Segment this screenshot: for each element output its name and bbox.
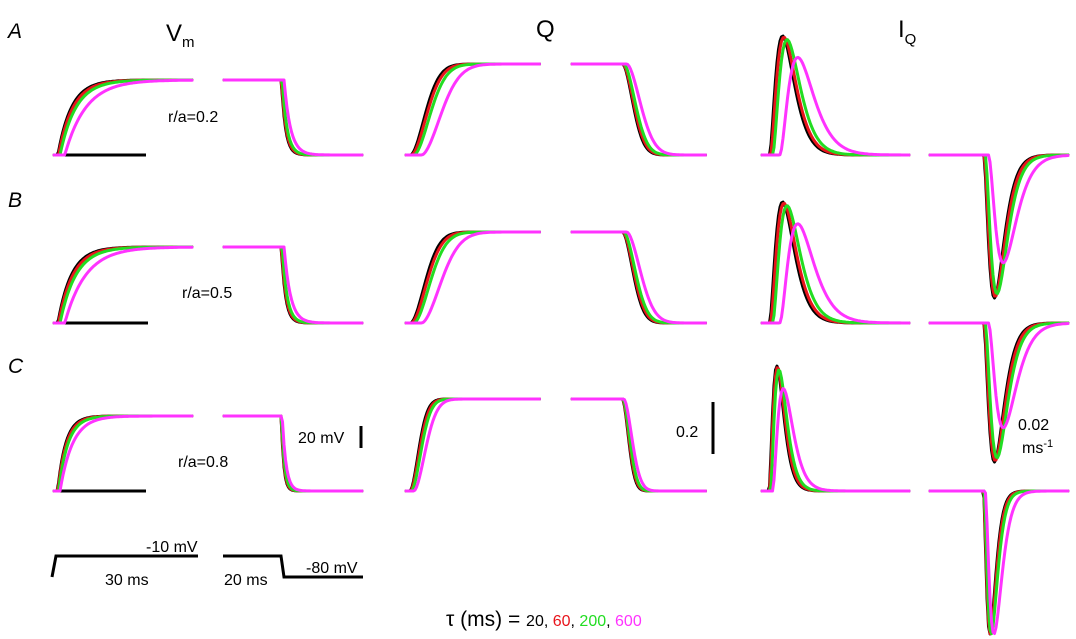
q-on-trace-tau-20-b (404, 230, 541, 325)
q-heading: Q (536, 16, 555, 43)
iq-on-trace-tau-20-c (760, 364, 911, 493)
ratio-label-b: r/a=0.5 (182, 285, 232, 302)
vm-off-trace-tau-600-a (222, 78, 364, 157)
iq-off-trace-tau-600-b (928, 321, 1070, 430)
iq-off-trace-tau-60-a (928, 153, 1070, 298)
q-scale-label: 0.2 (676, 424, 698, 441)
iq-on-trace-tau-600-c (760, 387, 911, 493)
legend-value-600: 600 (615, 613, 642, 630)
q-on-trace-tau-600-b (404, 230, 541, 325)
vm-off-trace-tau-200-c (222, 414, 364, 493)
legend: τ (ms) = 20, 60, 200, 600 (446, 608, 642, 631)
iq-heading: IQ (898, 16, 916, 48)
q-off-trace-tau-200-b (570, 230, 707, 325)
vm-off-trace-tau-200-a (222, 78, 364, 157)
ratio-label-a: r/a=0.2 (168, 109, 218, 126)
legend-value-200: 200 (579, 613, 606, 630)
protocol-gap-duration: 20 ms (224, 572, 268, 589)
vm-off-trace-tau-60-c (222, 414, 364, 493)
protocol-step-label: -10 mV (146, 539, 198, 556)
q-off-trace-tau-600-c (570, 397, 707, 493)
q-off-trace-tau-20-a (570, 62, 707, 157)
q-on-trace-tau-600-a (404, 62, 541, 157)
q-off-trace-tau-20-b (570, 230, 707, 325)
q-off-trace-tau-60-b (570, 230, 707, 325)
vm-on-trace-tau-600-a (52, 78, 194, 157)
vm-off-trace-tau-60-b (222, 245, 364, 325)
panel-letter-b: B (8, 189, 22, 212)
vm-on-trace-tau-60-b (52, 245, 194, 325)
iq-scale-value: 0.02 (1018, 417, 1049, 434)
vm-off-trace-tau-20-a (222, 78, 364, 157)
q-on-trace-tau-600-c (404, 397, 541, 493)
iq-on-trace-tau-600-b (760, 222, 911, 325)
vm-on-trace-tau-600-b (52, 245, 194, 325)
vm-off-trace-tau-20-b (222, 245, 364, 325)
iq-on-trace-tau-600-a (760, 55, 911, 157)
legend-prefix: τ (ms) = (446, 608, 526, 631)
q-off-trace-tau-600-a (570, 62, 707, 157)
protocol-hold-label: -80 mV (306, 560, 358, 577)
iq-off-trace-tau-600-c (928, 489, 1070, 635)
protocol-step-duration: 30 ms (105, 572, 149, 589)
q-on-trace-tau-20-a (404, 62, 541, 157)
vm-heading: Vm (166, 20, 195, 51)
vm-on-trace-tau-20-b (52, 245, 194, 325)
vm-off-trace-tau-600-b (222, 245, 364, 325)
q-off-trace-tau-200-a (570, 62, 707, 157)
ratio-label-c: r/a=0.8 (178, 454, 228, 471)
vm-scale-label: 20 mV (298, 430, 345, 447)
panel-letter-a: A (6, 20, 22, 43)
trace-layer (52, 34, 1070, 636)
vm-on-trace-tau-600-c (52, 414, 194, 493)
protocol-step (50, 554, 198, 578)
panel-letter-c: C (8, 355, 24, 378)
q-off-trace-tau-600-b (570, 230, 707, 325)
iq-scale-unit: ms-1 (1022, 438, 1053, 457)
iq-off-trace-tau-600-a (928, 153, 1070, 265)
vm-on-trace-tau-200-b (52, 245, 194, 325)
vm-off-trace-tau-20-c (222, 414, 364, 493)
vm-off-trace-tau-600-c (222, 414, 364, 493)
vm-off-trace-tau-60-a (222, 78, 364, 157)
vm-on-trace-tau-60-c (52, 414, 194, 493)
legend-value-20: 20 (526, 613, 544, 630)
vm-off-trace-tau-200-b (222, 245, 364, 325)
protocol-return (223, 554, 363, 579)
legend-value-60: 60 (553, 613, 571, 630)
q-off-trace-tau-60-a (570, 62, 707, 157)
